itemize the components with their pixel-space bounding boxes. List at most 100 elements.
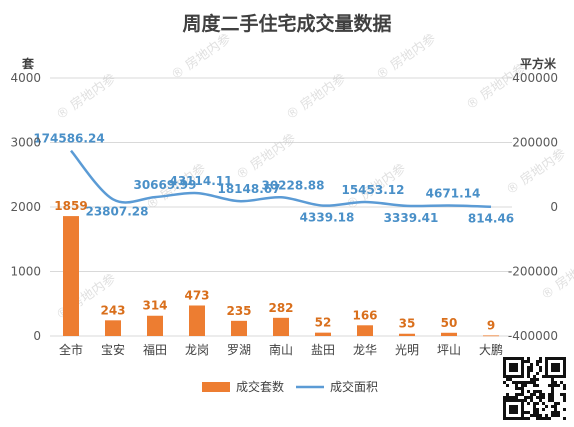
qr-module [551, 381, 554, 384]
qr-module [503, 414, 506, 417]
bar [147, 315, 163, 336]
bar [441, 332, 457, 336]
qr-module [518, 375, 521, 378]
qr-module [548, 357, 551, 360]
qr-module [551, 384, 554, 387]
qr-module [518, 357, 521, 360]
bar-value-label: 235 [226, 304, 251, 318]
qr-module [524, 411, 527, 414]
right-tick-label: 0 [550, 200, 558, 214]
qr-module [536, 372, 539, 375]
qr-module [539, 390, 542, 393]
qr-module [506, 393, 509, 396]
category-label: 宝安 [101, 342, 125, 357]
qr-module [506, 378, 509, 381]
bar-value-label: 35 [399, 317, 416, 331]
qr-module [503, 402, 506, 405]
qr-module [509, 411, 512, 414]
qr-module [527, 411, 530, 414]
qr-module [536, 414, 539, 417]
qr-module [542, 393, 545, 396]
qr-module [530, 381, 533, 384]
qr-module [524, 381, 527, 384]
qr-module [539, 414, 542, 417]
qr-module [521, 387, 524, 390]
qr-module [563, 372, 566, 375]
category-label: 坪山 [437, 343, 461, 357]
qr-module [533, 375, 536, 378]
qr-module [557, 414, 560, 417]
category-label: 罗湖 [227, 342, 251, 357]
qr-module [536, 411, 539, 414]
qr-module [563, 399, 566, 402]
qr-module [521, 357, 524, 360]
line-value-label: 4671.14 [426, 186, 481, 200]
qr-module [542, 408, 545, 411]
qr-module [533, 393, 536, 396]
qr-module [515, 375, 518, 378]
qr-module [533, 411, 536, 414]
qr-module [536, 396, 539, 399]
qr-module [539, 399, 542, 402]
qr-module [509, 399, 512, 402]
qr-module [527, 375, 530, 378]
qr-module [512, 411, 515, 414]
qr-module [527, 360, 530, 363]
watermark-text: ® 房地内参 [168, 31, 234, 84]
qr-module [551, 411, 554, 414]
qr-module [518, 387, 521, 390]
qr-module [545, 363, 548, 366]
bar-value-label: 473 [184, 288, 209, 302]
qr-module [521, 414, 524, 417]
qr-module [515, 366, 518, 369]
legend: 成交套数 成交面积 [202, 379, 378, 394]
axis-ticks: 0 1000 2000 3000 4000 -400000 -200000 0 200000 40… [10, 71, 558, 357]
qr-module [530, 414, 533, 417]
qr-module [563, 369, 566, 372]
qr-module [545, 414, 548, 417]
qr-module [539, 366, 542, 369]
category-label: 南山 [269, 342, 293, 357]
left-tick-label: 2000 [10, 200, 41, 214]
qr-module [560, 381, 563, 384]
category-label: 光明 [395, 343, 419, 357]
line-value-label: 814.46 [468, 212, 514, 226]
qr-module [551, 357, 554, 360]
qr-module [542, 402, 545, 405]
category-label: 盐田 [311, 343, 335, 357]
qr-module [503, 366, 506, 369]
qr-module [554, 408, 557, 411]
qr-module [530, 399, 533, 402]
qr-module [503, 357, 506, 360]
qr-module [521, 390, 524, 393]
qr-module [503, 360, 506, 363]
qr-module [548, 393, 551, 396]
qr-module [518, 393, 521, 396]
qr-module [554, 366, 557, 369]
qr-module [521, 360, 524, 363]
qr-module [536, 402, 539, 405]
watermark-text: ® 房地内参 [233, 131, 299, 184]
qr-module [542, 396, 545, 399]
qr-module [545, 369, 548, 372]
qr-module [563, 363, 566, 366]
qr-module [527, 372, 530, 375]
qr-module [521, 402, 524, 405]
qr-module [527, 369, 530, 372]
qr-module [527, 381, 530, 384]
qr-module [551, 390, 554, 393]
qr-module [563, 366, 566, 369]
qr-module [563, 375, 566, 378]
qr-module [506, 399, 509, 402]
qr-module [539, 360, 542, 363]
qr-module [563, 360, 566, 363]
qr-module [548, 384, 551, 387]
qr-module [515, 396, 518, 399]
qr-module [554, 402, 557, 405]
data-labels: 1859 243 314 473 235 282 52 166 35 50 9 174586.24 23… [33, 132, 514, 333]
line-value-label: 30228.88 [261, 178, 324, 192]
bar-value-label: 9 [487, 318, 495, 332]
qr-module [503, 372, 506, 375]
qr-module [548, 417, 551, 420]
